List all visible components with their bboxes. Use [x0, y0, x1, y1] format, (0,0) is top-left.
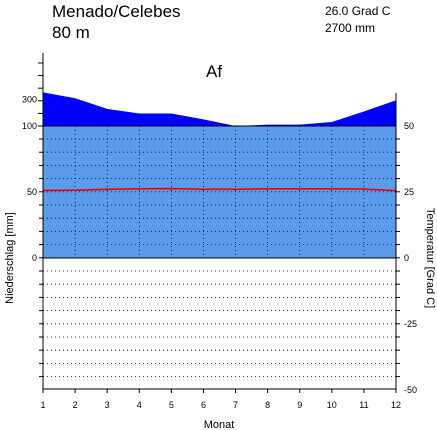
- station-elevation: 80 m: [52, 23, 90, 42]
- mean-temperature: 26.0 Grad C: [325, 4, 391, 18]
- tick-label-temp: -50: [404, 385, 417, 395]
- y-axis-label-temperature: Temperatur [Grad C]: [424, 208, 436, 308]
- tick-label-month: 2: [73, 400, 78, 410]
- tick-label-month: 10: [327, 400, 337, 410]
- x-axis-label: Monat: [204, 419, 235, 430]
- tick-label-month: 3: [105, 400, 110, 410]
- station-name: Menado/Celebes: [52, 2, 181, 21]
- tick-label-month: 7: [233, 400, 238, 410]
- tick-label-month: 8: [265, 400, 270, 410]
- plot-area: [42, 92, 397, 378]
- temperature-line: [42, 187, 397, 192]
- tick-label-temp: -25: [404, 319, 417, 329]
- tick-label-month: 1: [40, 400, 45, 410]
- precipitation-excess-area: [43, 92, 396, 126]
- tick-label-temp: 25: [404, 187, 414, 197]
- grid-lines: [43, 138, 396, 378]
- y-axis-label-precipitation: Niederschlag [mm]: [4, 212, 16, 304]
- tick-label-month: 11: [359, 400, 368, 410]
- climate-class-label: Af: [206, 62, 222, 81]
- tick-label-precip: 0: [32, 253, 37, 263]
- tick-label-month: 4: [137, 400, 142, 410]
- tick-label-month: 9: [297, 400, 302, 410]
- tick-label-month: 12: [391, 400, 401, 410]
- tick-label-month: 5: [169, 400, 174, 410]
- tick-label-precip: 50: [27, 187, 37, 197]
- tick-label-temp: 0: [404, 253, 409, 263]
- tick-label-precip: 300: [22, 95, 37, 105]
- tick-label-precip: 100: [22, 121, 37, 131]
- tick-label-temp: 50: [404, 121, 414, 131]
- annual-precipitation: 2700 mm: [325, 21, 375, 35]
- tick-label-month: 6: [201, 400, 206, 410]
